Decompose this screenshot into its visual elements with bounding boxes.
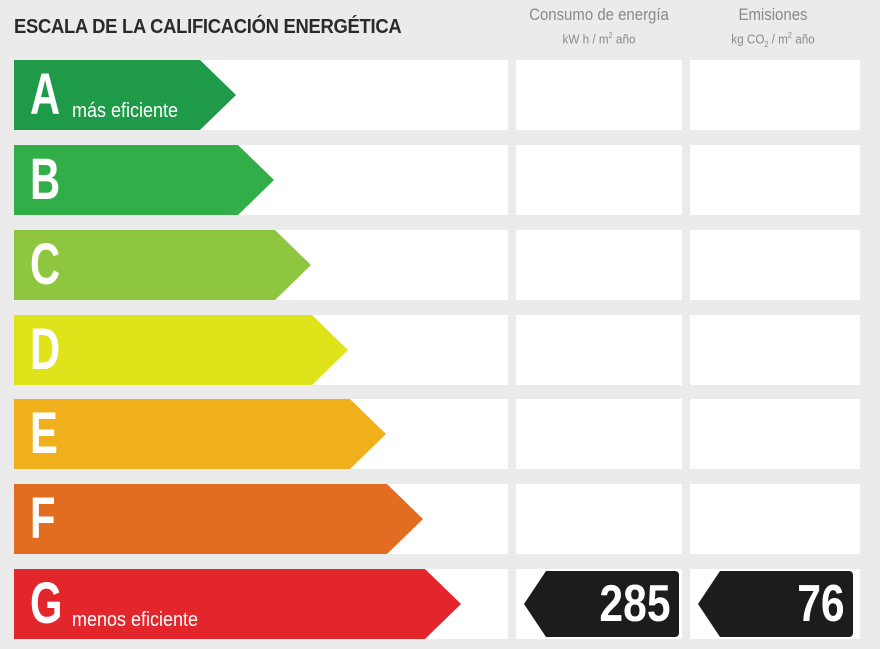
rating-letter: D (30, 317, 61, 382)
rating-row-d: D (0, 315, 880, 387)
rating-row-b: B (0, 145, 880, 217)
emissions-cell (690, 230, 860, 300)
energy-cell (516, 484, 682, 554)
emissions-cell (690, 484, 860, 554)
emissions-cell (690, 60, 860, 130)
emissions-cell (690, 399, 860, 469)
emissions-column-unit: kg CO2 / m2 año (731, 31, 815, 49)
rating-arrow-d: D (14, 315, 348, 385)
rating-sublabel: más eficiente (72, 100, 179, 122)
rating-arrow-a: A más eficiente (14, 60, 236, 130)
rating-sublabel: menos eficiente (72, 609, 199, 631)
rating-arrow-e: E (14, 399, 386, 469)
energy-column-header: Consumo de energía kW h / m2 año (516, 5, 682, 50)
rating-arrow-g: G menos eficiente (14, 569, 461, 639)
rating-letter: A (30, 62, 61, 127)
rating-arrow-f: F (14, 484, 423, 554)
energy-column-unit: kW h / m2 año (562, 31, 636, 47)
emissions-cell (690, 315, 860, 385)
energy-cell (516, 145, 682, 215)
emissions-cell (690, 145, 860, 215)
rating-letter: F (30, 486, 56, 551)
energy-cell (516, 315, 682, 385)
rating-row-g: G menos eficiente 285 76 (0, 569, 880, 641)
rating-row-a: A más eficiente (0, 60, 880, 132)
emissions-value-badge: 76 (698, 571, 853, 637)
rating-arrow-c: C (14, 230, 311, 300)
energy-cell (516, 230, 682, 300)
rating-letter: G (30, 571, 63, 636)
energy-value-badge: 285 (524, 571, 679, 637)
rating-row-f: F (0, 484, 880, 556)
energy-cell (516, 60, 682, 130)
rating-row-c: C (0, 230, 880, 302)
energy-value: 285 (599, 575, 671, 633)
rating-arrow-b: B (14, 145, 274, 215)
rating-letter: E (30, 401, 58, 466)
energy-column-label: Consumo de energía (529, 5, 669, 24)
emissions-value: 76 (797, 575, 845, 633)
rating-letter: C (30, 232, 61, 297)
scale-title: ESCALA DE LA CALIFICACIÓN ENERGÉTICA (14, 16, 402, 38)
rating-letter: B (30, 147, 61, 212)
rating-row-e: E (0, 399, 880, 471)
energy-cell (516, 399, 682, 469)
emissions-column-label: Emisiones (738, 5, 808, 24)
emissions-column-header: Emisiones kg CO2 / m2 año (690, 5, 856, 56)
